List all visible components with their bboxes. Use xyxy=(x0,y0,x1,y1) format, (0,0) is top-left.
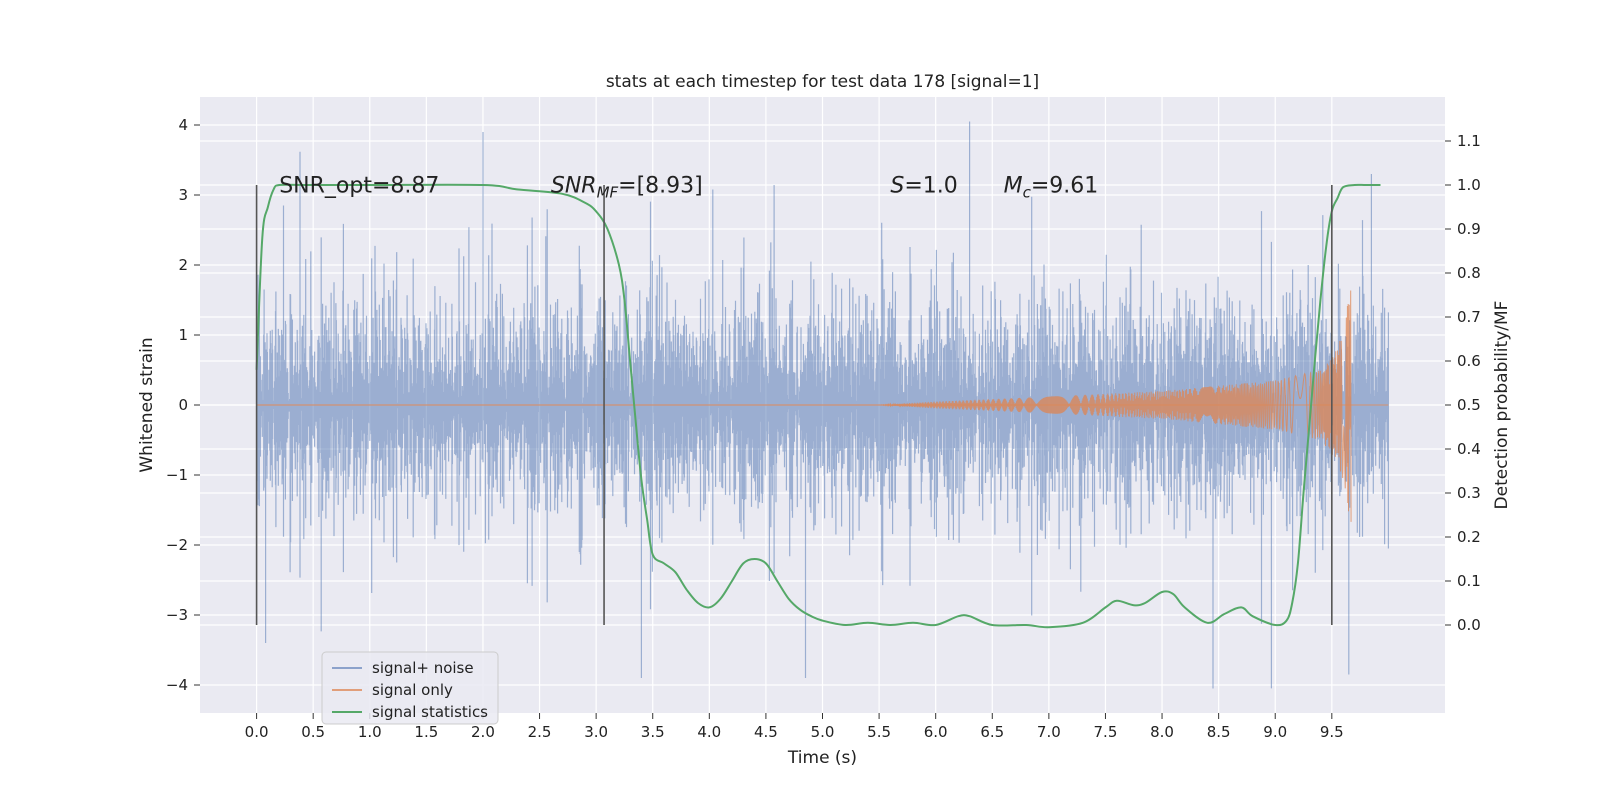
x-tick-label: 2.5 xyxy=(528,723,552,741)
signal-statistics-series xyxy=(255,183,1381,629)
annotation-1: SNRMF=[8.93] xyxy=(551,174,703,202)
annotation-symbol: M xyxy=(1004,174,1023,199)
annotation-2: S=1.0 xyxy=(890,174,957,199)
x-tick-label: 6.0 xyxy=(924,723,948,741)
x-tick-label: 5.0 xyxy=(811,723,835,741)
annotations: SNR_opt=8.87 SNRMF=[8.93] S=1.0 Mc=9.61 xyxy=(279,174,1098,202)
x-tick-label: 3.5 xyxy=(641,723,665,741)
x-tick-label: 6.5 xyxy=(980,723,1004,741)
y2-tick-label: 0.7 xyxy=(1457,308,1481,326)
y2-tick-label: 0.3 xyxy=(1457,484,1481,502)
y-tick-label: −3 xyxy=(166,606,188,624)
y-tick-label: −2 xyxy=(166,536,188,554)
y-tick-label: 1 xyxy=(178,326,188,344)
data-layer xyxy=(255,121,1389,689)
x-tick-label: 1.5 xyxy=(414,723,438,741)
x-tick-label: 4.5 xyxy=(754,723,778,741)
annotation-subscript: c xyxy=(1023,184,1032,202)
annotation-0: SNR_opt=8.87 xyxy=(279,174,439,199)
x-axis-label: Time (s) xyxy=(787,748,857,768)
annotation-value: =[8.93] xyxy=(618,174,703,199)
y-axis-label: Whitened strain xyxy=(137,337,157,472)
x-tick-label: 8.0 xyxy=(1150,723,1174,741)
chart-title: stats at each timestep for test data 178… xyxy=(606,72,1039,92)
x-tick-label: 0.5 xyxy=(301,723,325,741)
x-tick-label: 0.0 xyxy=(245,723,269,741)
legend-box xyxy=(321,651,499,725)
right-y-axis-label: Detection probability/MF xyxy=(1492,301,1512,510)
x-tick-label: 7.5 xyxy=(1094,723,1118,741)
y2-tick-label: 0.5 xyxy=(1457,396,1481,414)
x-tick-label: 5.5 xyxy=(867,723,891,741)
y2-tick-label: 0.2 xyxy=(1457,528,1481,546)
annotation-subscript: MF xyxy=(597,184,619,202)
legend-label: signal+ noise xyxy=(372,659,474,677)
x-tick-label: 7.0 xyxy=(1037,723,1061,741)
y-tick-label: 3 xyxy=(178,186,188,204)
annotation-value: =9.61 xyxy=(1031,174,1098,199)
x-tick-label: 1.0 xyxy=(358,723,382,741)
annotation-3: Mc=9.61 xyxy=(1004,174,1099,202)
x-tick-label: 4.0 xyxy=(697,723,721,741)
annotation-symbol: S xyxy=(890,174,904,199)
legend: signal+ noise signal only signal statistic… xyxy=(321,651,499,725)
y-tick-label: −4 xyxy=(166,676,188,694)
y2-tick-label: 0.6 xyxy=(1457,352,1481,370)
y-tick-label: −1 xyxy=(166,466,188,484)
y2-tick-label: 1.0 xyxy=(1457,176,1481,194)
y2-tick-label: 1.1 xyxy=(1457,132,1481,150)
legend-label: signal only xyxy=(372,681,453,699)
y2-tick-label: 0.8 xyxy=(1457,264,1481,282)
annotation-value: =1.0 xyxy=(904,174,957,199)
x-tick-label: 3.0 xyxy=(584,723,608,741)
y2-tick-label: 0.0 xyxy=(1457,616,1481,634)
x-tick-label: 8.5 xyxy=(1207,723,1231,741)
marker-lines xyxy=(255,185,1333,625)
y-tick-label: 2 xyxy=(178,256,188,274)
x-tick-label: 9.5 xyxy=(1320,723,1344,741)
x-tick-label: 2.0 xyxy=(471,723,495,741)
y2-tick-label: 0.4 xyxy=(1457,440,1481,458)
y2-tick-label: 0.1 xyxy=(1457,572,1481,590)
legend-label: signal statistics xyxy=(372,703,488,721)
y-tick-label: 0 xyxy=(178,396,188,414)
axes: 0.0 0.5 1.0 1.5 2.0 2.5 3.0 3.5 4.0 4.5 5.0 5.5 6.0 6… xyxy=(166,116,1481,741)
annotation-symbol: SNR xyxy=(551,174,597,199)
y-tick-label: 4 xyxy=(178,116,188,134)
y2-tick-label: 0.9 xyxy=(1457,220,1481,238)
x-tick-label: 9.0 xyxy=(1263,723,1287,741)
